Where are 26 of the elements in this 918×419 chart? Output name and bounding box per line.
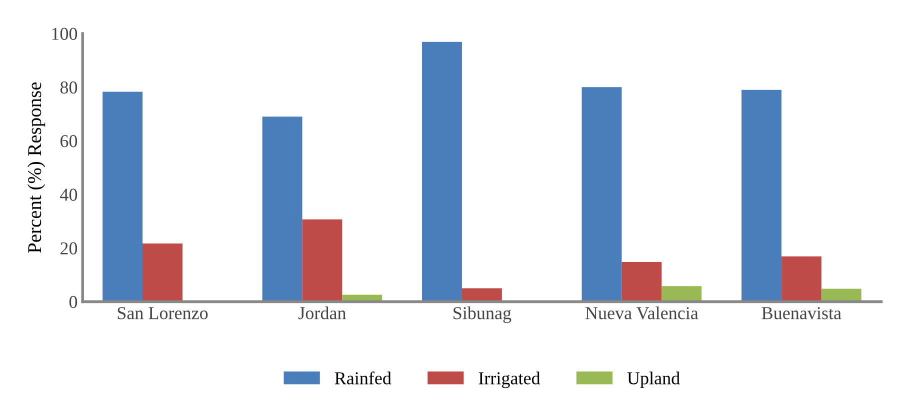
y-tick-label: 0 <box>69 296 78 308</box>
x-tick-label: Sibunag <box>454 306 512 323</box>
y-tick-label: 100 <box>52 28 78 40</box>
legend-label: Upland <box>627 372 680 388</box>
bar <box>742 90 782 302</box>
x-tick-label: San Lorenzo <box>118 307 208 320</box>
bar <box>102 92 143 302</box>
x-tick-label: Jordan <box>298 306 346 320</box>
y-tick-label: 60 <box>60 135 78 148</box>
x-tick-label: Buenavista <box>762 307 842 320</box>
y-tick-label: 40 <box>60 188 78 201</box>
x-tick-label: Nueva Valencia <box>585 306 698 320</box>
bar <box>462 288 502 302</box>
bar <box>262 116 302 302</box>
bar <box>662 286 702 302</box>
bar <box>582 87 622 302</box>
y-tick-label: 20 <box>60 242 78 254</box>
y-axis-title: Percent (%) Response <box>27 82 46 253</box>
y-tick-label: 80 <box>60 81 78 94</box>
bar <box>622 262 662 302</box>
bar <box>781 256 822 302</box>
legend-label: Irrigated <box>478 372 540 388</box>
bar <box>422 42 462 302</box>
bar <box>302 219 342 302</box>
bar <box>142 243 182 302</box>
legend-label: Rainfed <box>334 371 392 384</box>
